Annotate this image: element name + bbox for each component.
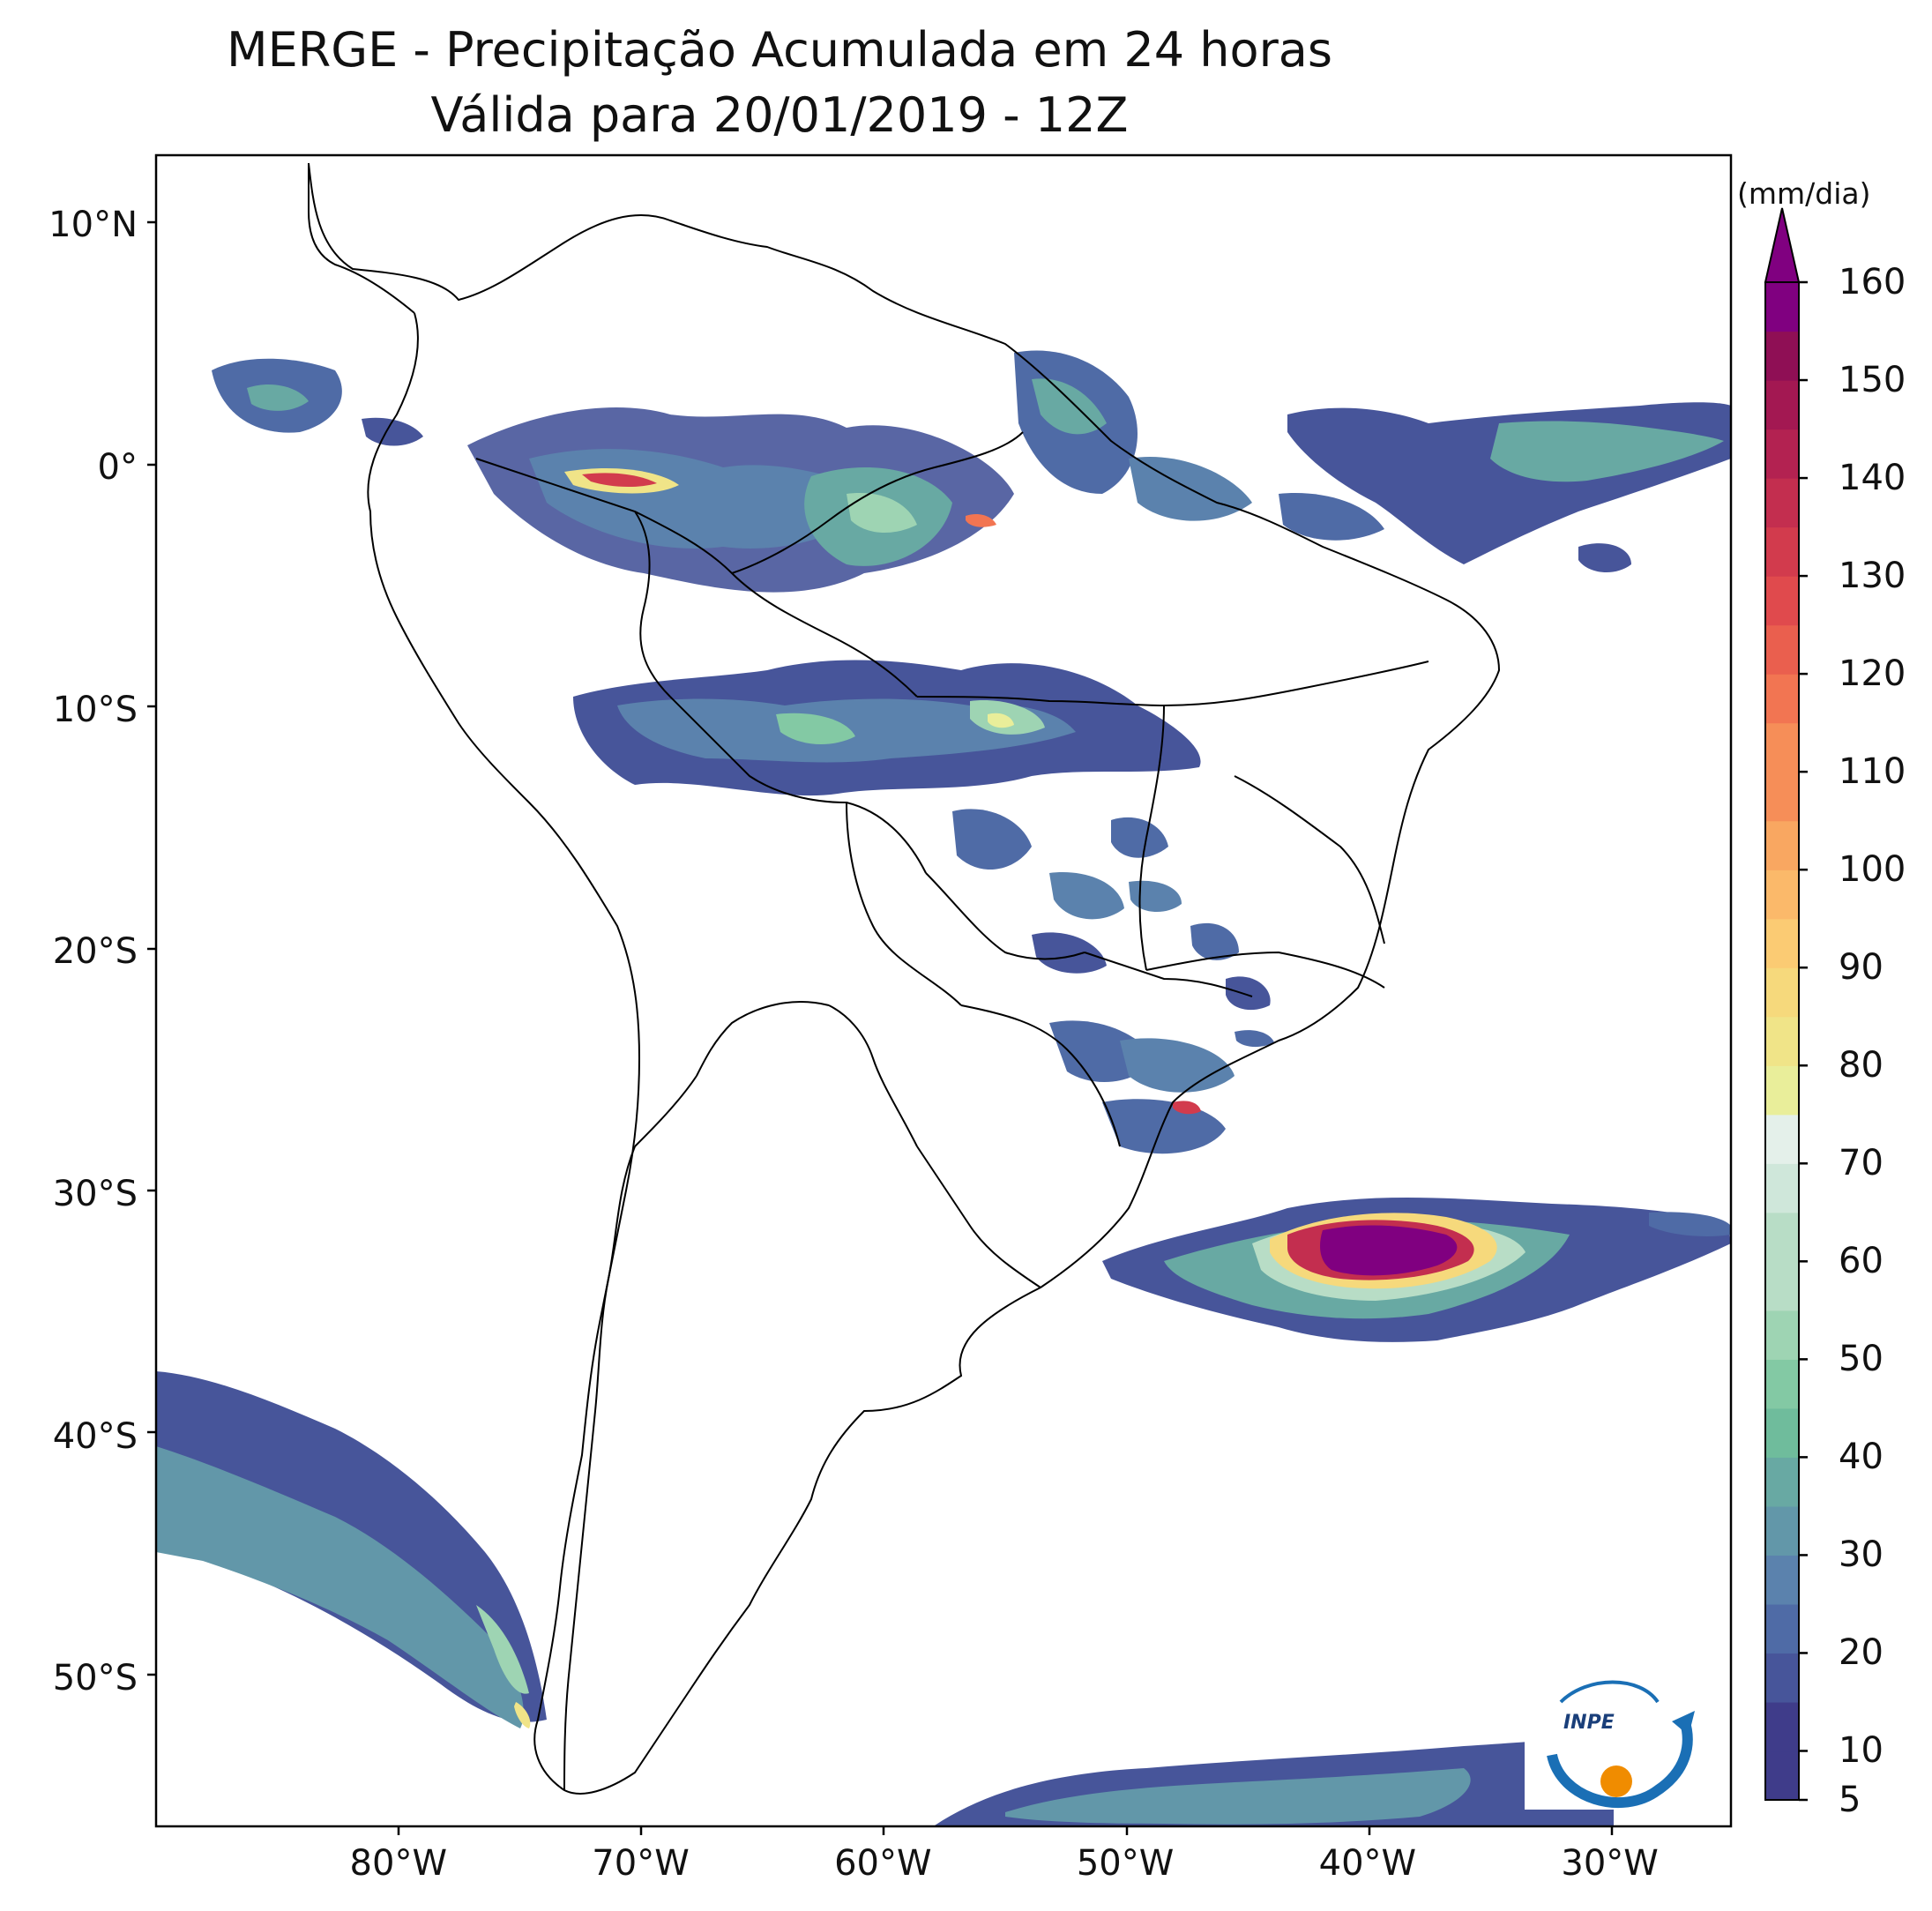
colorbar-unit-label: (mm/dia) (1737, 176, 1871, 211)
lon-tick-label: 50°W (1076, 1843, 1175, 1884)
lat-tick-label: 40°S (52, 1415, 138, 1457)
colorbar-segment (1765, 282, 1799, 332)
colorbar-tick-label: 60 (1839, 1241, 1884, 1282)
colorbar-tick-label: 70 (1839, 1143, 1884, 1184)
colorbar-tick-label: 40 (1839, 1437, 1884, 1478)
colorbar-tick-label: 160 (1839, 262, 1906, 302)
colorbar-segment (1765, 1163, 1799, 1213)
chart-title-line1: MERGE - Precipitação Acumulada em 24 hor… (227, 22, 1332, 78)
chart-title-line2: Válida para 20/01/2019 - 12Z (430, 87, 1129, 143)
colorbar-tick-label: 90 (1839, 947, 1884, 989)
colorbar-segment (1765, 967, 1799, 1018)
lon-tick-marks (397, 1826, 1614, 1835)
colorbar-tick-label: 50 (1839, 1339, 1884, 1380)
lat-tick-label: 50°S (52, 1658, 138, 1699)
colorbar-segment (1765, 1701, 1799, 1752)
lon-tick-label: 70°W (592, 1843, 690, 1884)
colorbar-segment (1765, 820, 1799, 870)
colorbar-segment (1765, 1555, 1799, 1605)
colorbar-extend-triangle (1764, 207, 1801, 283)
colorbar-tick-label: 130 (1839, 556, 1906, 597)
colorbar-segment (1765, 624, 1799, 675)
colorbar-tick-label: 140 (1839, 458, 1906, 499)
lon-tick-label: 60°W (834, 1843, 932, 1884)
colorbar-segment (1765, 1457, 1799, 1507)
colorbar-tick-label: 100 (1839, 849, 1906, 891)
colorbar-segment (1765, 722, 1799, 773)
colorbar-segment (1765, 1261, 1799, 1311)
colorbar-tick-label: 110 (1839, 751, 1906, 793)
colorbar-segment (1765, 526, 1799, 577)
colorbar-segment (1765, 1505, 1799, 1556)
colorbar-segment (1765, 1016, 1799, 1066)
colorbar-tick-label: 10 (1839, 1730, 1884, 1772)
colorbar-segment (1765, 772, 1799, 822)
colorbar-segment (1765, 1065, 1799, 1116)
precipitation-field (156, 350, 1731, 1826)
lat-tick-marks (147, 220, 156, 1676)
colorbar-segment (1765, 1603, 1799, 1654)
colorbar-segment (1765, 1114, 1799, 1164)
lat-tick-label: 10°N (48, 205, 138, 246)
colorbar-tick-label: 20 (1839, 1632, 1884, 1674)
lat-tick-label: 30°S (52, 1173, 138, 1214)
colorbar-segment (1765, 1407, 1799, 1458)
lat-tick-label: 0° (97, 447, 138, 489)
colorbar-segment (1765, 1751, 1799, 1801)
colorbar (1765, 280, 1808, 1802)
colorbar-segment (1765, 429, 1799, 479)
colorbar-segment (1765, 331, 1799, 381)
inpe-logo-text: INPE (1563, 1712, 1615, 1734)
colorbar-segment (1765, 478, 1799, 528)
lon-tick-label: 40°W (1318, 1843, 1417, 1884)
colorbar-tick-label: 150 (1839, 360, 1906, 401)
colorbar-segment (1765, 674, 1799, 724)
colorbar-segment (1765, 918, 1799, 968)
colorbar-tick-label: 5 (1839, 1780, 1861, 1820)
coastline-borders (308, 162, 1501, 1795)
colorbar-segment (1765, 1212, 1799, 1262)
map-frame (154, 153, 1733, 1828)
colorbar-tick-label: 80 (1839, 1045, 1884, 1086)
colorbar-segment (1765, 380, 1799, 430)
colorbar-segment (1765, 870, 1799, 920)
lat-tick-label: 20°S (52, 931, 138, 973)
lon-tick-label: 80°W (349, 1843, 447, 1884)
colorbar-tick-label: 30 (1839, 1534, 1884, 1576)
lon-tick-label: 30°W (1561, 1843, 1659, 1884)
colorbar-segment (1765, 1653, 1799, 1703)
colorbar-segment (1765, 1359, 1799, 1409)
lat-tick-label: 10°S (52, 689, 138, 730)
colorbar-frame (1764, 281, 1800, 1801)
colorbar-segment (1765, 1310, 1799, 1360)
inpe-logo: INPE (1525, 1667, 1697, 1810)
colorbar-tick-label: 120 (1839, 653, 1906, 695)
colorbar-segment (1765, 576, 1799, 626)
